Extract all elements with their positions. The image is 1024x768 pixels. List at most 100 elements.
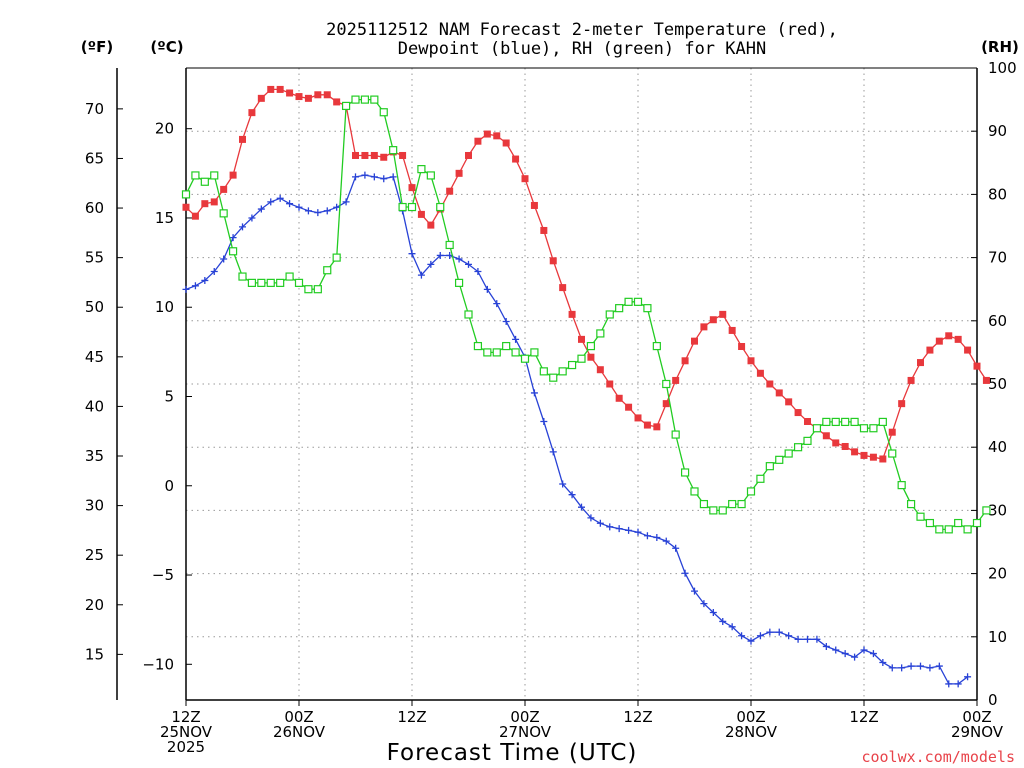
data-point: [898, 664, 906, 672]
series-dewpoint: [182, 171, 972, 688]
data-point: [945, 680, 953, 688]
data-point: [935, 525, 944, 534]
data-point: [521, 175, 529, 183]
data-point: [775, 628, 783, 636]
data-point: [248, 109, 256, 117]
data-point: [606, 380, 614, 388]
data-point: [502, 341, 511, 351]
data-point: [652, 341, 661, 351]
data-point: [747, 357, 755, 365]
data-point: [285, 272, 294, 281]
celsius-tick-label: 0: [164, 477, 174, 495]
data-point: [474, 268, 482, 276]
data-point: [333, 98, 341, 106]
data-point: [671, 430, 680, 439]
data-point: [520, 354, 530, 363]
data-point: [756, 632, 764, 640]
data-point: [709, 506, 718, 515]
data-point: [530, 348, 539, 357]
data-point: [191, 171, 200, 180]
data-point: [540, 226, 548, 234]
data-point: [257, 205, 265, 213]
fahrenheit-tick-label: 55: [85, 249, 104, 267]
data-point: [313, 285, 322, 294]
axes: [116, 67, 978, 706]
data-point: [445, 240, 454, 250]
data-point: [182, 203, 190, 211]
data-point: [982, 376, 990, 384]
data-point: [191, 212, 199, 220]
rh-tick-label: 100: [988, 59, 1017, 77]
data-point: [408, 184, 416, 192]
data-point: [878, 417, 887, 427]
data-point: [191, 282, 199, 290]
data-point: [361, 171, 369, 179]
data-point: [314, 209, 322, 217]
data-point: [210, 198, 218, 206]
data-point: [615, 525, 623, 533]
fahrenheit-tick-label: 65: [85, 149, 104, 167]
data-point: [201, 276, 209, 284]
data-point: [427, 260, 435, 268]
data-point: [276, 194, 284, 202]
data-point: [860, 646, 868, 654]
data-point: [822, 642, 830, 650]
data-point: [417, 210, 425, 218]
fahrenheit-tick-label: 30: [85, 497, 104, 515]
data-point: [879, 659, 887, 667]
data-point: [286, 200, 294, 208]
data-point: [653, 534, 661, 542]
data-point: [257, 94, 265, 102]
data-point: [851, 448, 859, 456]
data-point: [850, 417, 859, 427]
data-point: [907, 376, 915, 384]
fahrenheit-tick-label: 70: [85, 100, 104, 118]
data-point: [568, 310, 576, 318]
data-point: [719, 310, 727, 318]
data-point: [653, 423, 661, 431]
data-point: [888, 428, 896, 436]
data-point: [417, 165, 426, 174]
data-point: [700, 600, 708, 608]
data-point: [643, 421, 651, 429]
data-point: [239, 135, 246, 143]
data-point: [822, 417, 831, 427]
data-point: [804, 417, 811, 425]
data-point: [483, 130, 491, 138]
data-point: [869, 650, 877, 658]
data-point: [766, 628, 774, 636]
data-point: [831, 417, 840, 427]
data-point: [342, 198, 350, 206]
data-point: [916, 512, 925, 521]
data-point: [662, 379, 671, 389]
x-tick-label: 29NOV: [951, 723, 1004, 741]
data-point: [455, 255, 463, 263]
data-point: [709, 316, 717, 324]
series-line: [185, 174, 968, 685]
data-point: [719, 617, 727, 625]
data-point: [596, 329, 605, 338]
data-point: [662, 400, 670, 408]
data-point: [700, 323, 708, 331]
data-point: [728, 623, 736, 631]
data-point: [539, 367, 548, 376]
data-point: [681, 357, 689, 365]
data-point: [766, 380, 774, 388]
rh-tick-label: 10: [988, 628, 1007, 646]
data-point: [512, 335, 520, 343]
data-point: [794, 409, 802, 417]
data-point: [399, 151, 407, 159]
data-point: [267, 198, 275, 206]
data-point: [370, 151, 378, 159]
data-point: [304, 285, 313, 294]
data-point: [276, 85, 284, 93]
data-point: [549, 373, 558, 382]
data-point: [267, 85, 275, 93]
data-point: [925, 518, 935, 528]
data-point: [926, 346, 934, 354]
data-point: [333, 203, 341, 211]
celsius-tick-label: 15: [155, 209, 174, 227]
rh-tick-label: 40: [988, 438, 1007, 456]
data-point: [352, 151, 359, 159]
